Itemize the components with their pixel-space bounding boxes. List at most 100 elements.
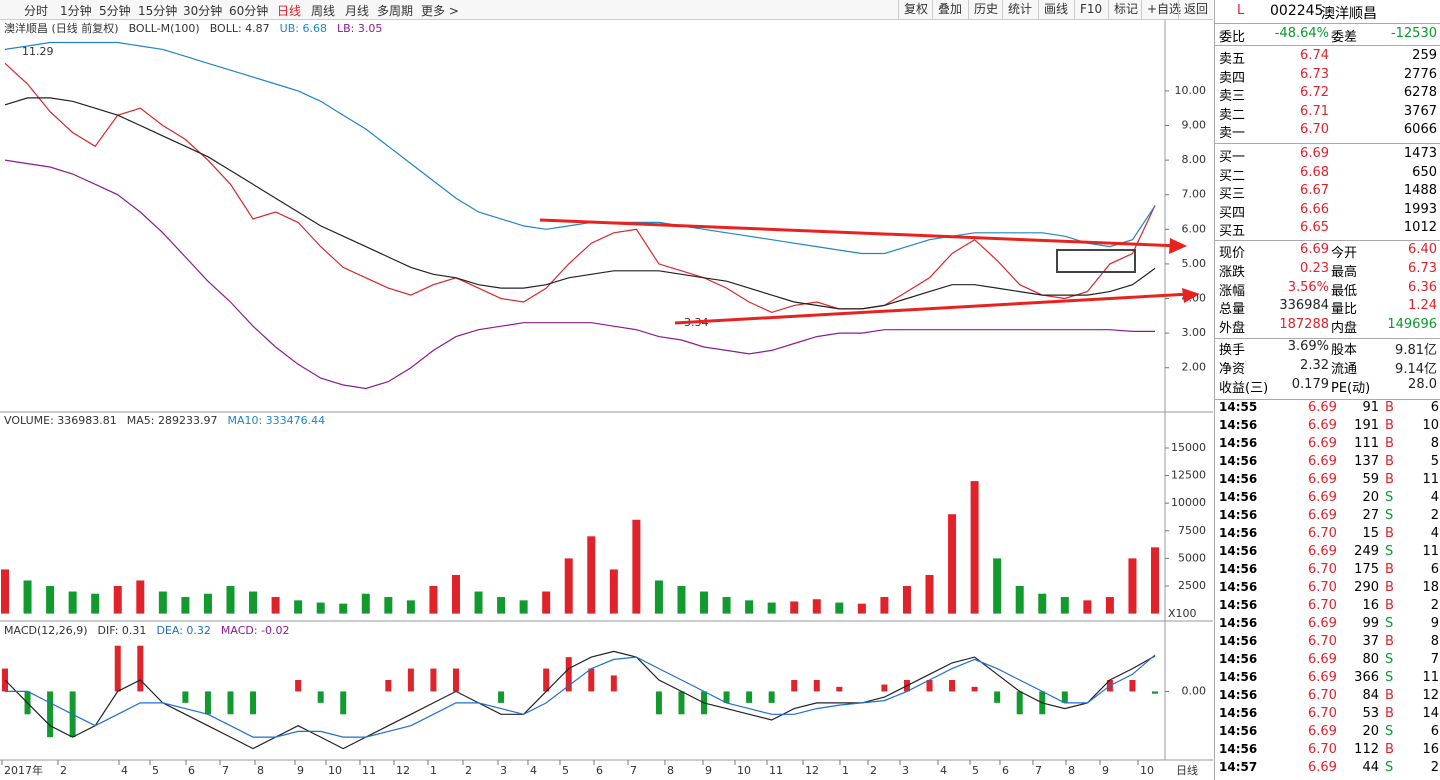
trade-volume: 290 xyxy=(1354,580,1379,595)
macd-bar xyxy=(565,657,572,692)
tool-button[interactable]: 返回 xyxy=(1178,0,1213,19)
y-tick-label: 5.00 xyxy=(1182,257,1207,270)
volume-bar xyxy=(113,585,122,614)
stat-label: 涨跌 xyxy=(1219,264,1246,280)
trade-side: B xyxy=(1385,634,1394,649)
period-tab[interactable]: 15分钟 xyxy=(138,4,178,18)
period-tab[interactable]: 月线 xyxy=(345,4,370,18)
separator xyxy=(1215,399,1440,400)
book-volume: 2776 xyxy=(1403,66,1437,82)
stat-value: 0.179 xyxy=(1291,376,1329,392)
x-tick-label: 5 xyxy=(562,764,569,777)
panel-readout: 澳洋顺昌 (日线 前复权) xyxy=(4,21,119,35)
x-tick-label: 5 xyxy=(152,764,159,777)
tool-button[interactable]: 画线 xyxy=(1038,0,1073,19)
trade-price: 6.70 xyxy=(1308,598,1337,613)
highlight-box xyxy=(1056,249,1136,273)
volume-bar xyxy=(1,569,9,614)
trade-time: 14:57 xyxy=(1219,760,1258,774)
stat-label: 总量 xyxy=(1219,302,1246,318)
trade-volume: 15 xyxy=(1362,526,1379,541)
trade-side: S xyxy=(1385,724,1394,739)
volume-bar xyxy=(609,569,618,614)
trade-volume: 27 xyxy=(1362,508,1379,523)
trade-count: 10 xyxy=(1422,418,1439,433)
x-tick-label: 7 xyxy=(1035,764,1042,777)
tool-button[interactable]: 统计 xyxy=(1002,0,1037,19)
macd-bar xyxy=(791,680,798,692)
stat-label: 最高 xyxy=(1331,264,1358,280)
macd-bar xyxy=(317,691,324,703)
trade-price: 6.69 xyxy=(1308,418,1337,433)
book-volume: 650 xyxy=(1412,164,1437,180)
macd-bar xyxy=(407,668,414,692)
unit-label: X100 xyxy=(1168,607,1197,620)
stat-value: 6.36 xyxy=(1408,279,1437,295)
tool-button[interactable]: 复权 xyxy=(898,0,933,19)
y-tick-label: 10.00 xyxy=(1175,84,1207,97)
macd-bar xyxy=(182,691,189,703)
trade-price: 6.70 xyxy=(1308,688,1337,703)
stat-value: 3.69% xyxy=(1287,339,1329,354)
volume-bar xyxy=(925,574,934,614)
stat-value: 149696 xyxy=(1387,317,1437,333)
stat-label: 流通 xyxy=(1331,361,1358,377)
trade-side: S xyxy=(1385,760,1394,775)
trade-time: 14:56 xyxy=(1219,418,1258,432)
trade-time: 14:56 xyxy=(1219,616,1258,630)
volume-bar xyxy=(181,597,190,614)
period-tab[interactable]: 30分钟 xyxy=(183,4,223,18)
panel-readout: MACD: -0.02 xyxy=(221,624,290,637)
tool-button[interactable]: F10 xyxy=(1074,0,1107,19)
x-tick-label: 4 xyxy=(530,764,537,777)
tool-button[interactable]: 叠加 xyxy=(932,0,967,19)
macd-bar xyxy=(836,686,843,692)
x-tick-label: 5 xyxy=(972,764,979,777)
tool-button[interactable]: 标记 xyxy=(1108,0,1143,19)
x-tick-label: 4 xyxy=(940,764,947,777)
volume-bar xyxy=(136,580,145,614)
volume-bar xyxy=(857,603,866,614)
trade-price: 6.69 xyxy=(1308,616,1337,631)
panel-readout: DEA: 0.32 xyxy=(156,624,210,637)
period-tab[interactable]: 1分钟 xyxy=(60,4,92,18)
x-tick-label: 2017年 xyxy=(4,763,43,777)
macd-bar xyxy=(295,680,302,692)
trade-side: S xyxy=(1385,490,1394,505)
panel-readout: BOLL: 4.87 xyxy=(210,22,270,35)
stat-label: 股本 xyxy=(1331,343,1358,358)
period-tab[interactable]: 多周期 xyxy=(377,4,414,18)
period-tab[interactable]: 5分钟 xyxy=(99,4,131,18)
trade-volume: 20 xyxy=(1362,724,1379,739)
macd-bar xyxy=(768,691,775,703)
x-tick-label: 4 xyxy=(121,764,128,777)
trade-time: 14:56 xyxy=(1219,742,1258,756)
y-tick-label: 15000 xyxy=(1171,441,1206,454)
trade-price: 6.69 xyxy=(1308,454,1337,469)
period-tab[interactable]: 周线 xyxy=(311,4,336,18)
y-tick-label: 10000 xyxy=(1171,496,1206,509)
trade-time: 14:56 xyxy=(1219,544,1258,558)
period-tab[interactable]: 分时 xyxy=(24,4,49,18)
trade-time: 14:55 xyxy=(1219,400,1258,414)
trade-time: 14:56 xyxy=(1219,724,1258,738)
book-price: 6.71 xyxy=(1300,103,1329,119)
label: 委差 xyxy=(1331,30,1358,45)
stat-label: 换手 xyxy=(1219,343,1246,358)
book-price: 6.65 xyxy=(1300,220,1329,236)
book-label: 买三 xyxy=(1219,187,1246,203)
volume-bar xyxy=(654,580,663,614)
y-tick-label: 8.00 xyxy=(1182,153,1207,166)
tool-button[interactable]: +自选 xyxy=(1141,0,1186,19)
trade-count: 8 xyxy=(1430,436,1439,451)
trade-count: 12 xyxy=(1422,688,1439,703)
tool-button[interactable]: 历史 xyxy=(968,0,1003,19)
trade-price: 6.69 xyxy=(1308,670,1337,685)
y-tick-label: 3.00 xyxy=(1182,326,1207,339)
macd-bar xyxy=(926,680,933,692)
period-tab[interactable]: 更多 > xyxy=(421,4,459,18)
period-tab[interactable]: 日线 xyxy=(277,4,302,18)
price-line xyxy=(4,159,1155,390)
stat-label: 现价 xyxy=(1219,246,1246,261)
period-tab[interactable]: 60分钟 xyxy=(229,4,269,18)
